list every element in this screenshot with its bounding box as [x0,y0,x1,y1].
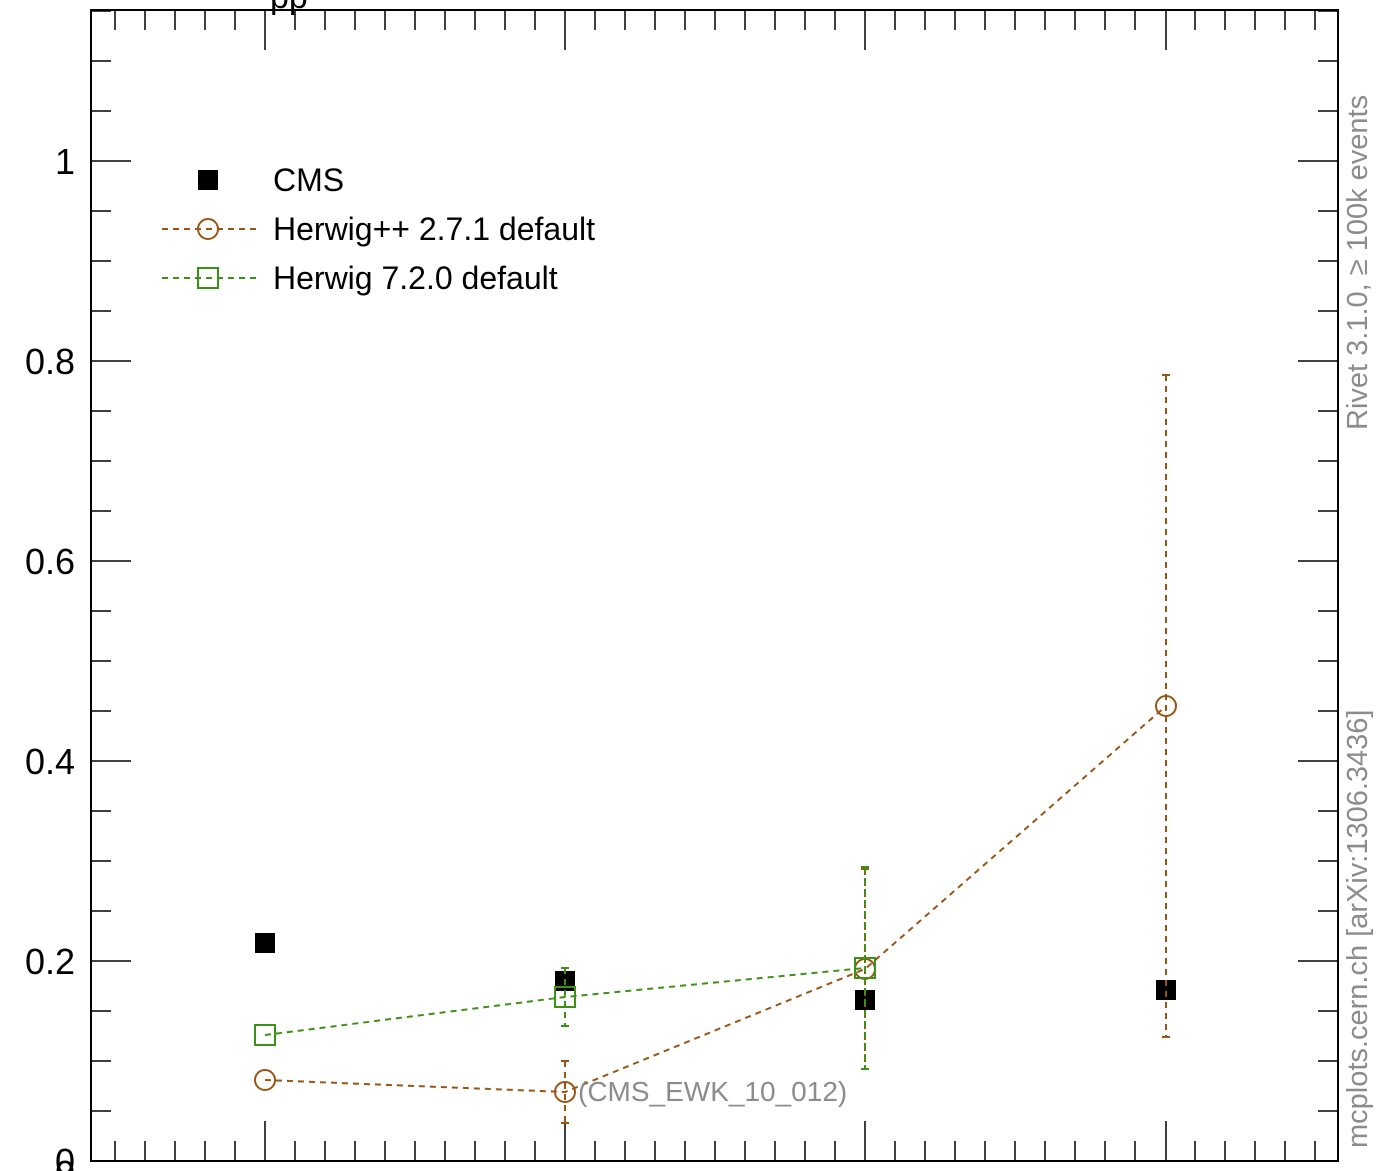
rivet-version-label: Rivet 3.1.0, ≥ 100k events [1342,94,1374,430]
y-tick-label: 0.2 [25,941,75,982]
data-point [1155,695,1177,717]
data-point [554,1081,576,1103]
series-line [264,967,866,1036]
analysis-id-label: (CMS_EWK_10_012) [578,1076,847,1107]
y-tick-label: 0.8 [25,341,75,382]
annotation: (CMS_EWK_10_012) [578,1076,847,1107]
y-tick-labels: 00.20.40.60.810 [25,141,75,1171]
axis-ticks [91,10,1338,1162]
data-point [255,933,275,953]
y-tick-label-zero: 0 [55,1153,75,1171]
data-point [1156,980,1176,1000]
data-point [254,1069,276,1091]
mcplots-source-label: mcplots.cern.ch [arXiv:1306.3436] [1342,709,1374,1148]
chart-title: pp [270,0,308,17]
y-tick-label: 0.4 [25,741,75,782]
series-herwig-7-2-0-default [254,866,876,1070]
y-tick-label: 0 [55,1141,75,1171]
series-cms [255,933,1176,1010]
legend-marker [197,267,219,289]
legend-marker [198,170,218,190]
y-tick-label: 1 [55,141,75,182]
data-series [254,374,1177,1124]
series-herwig-2-7-1-default [254,374,1177,1124]
legend-label: Herwig++ 2.7.1 default [273,211,595,247]
series-line [264,705,1167,1094]
data-point [254,1024,276,1046]
legend: CMS Herwig++ 2.7.1 default Herwig 7.2.0 de… [162,162,595,296]
y-tick-label: 0.6 [25,541,75,582]
data-point [554,986,576,1008]
legend-label: CMS [273,162,344,198]
legend-marker [197,218,219,240]
data-point [854,957,876,979]
legend-label: Herwig 7.2.0 default [273,260,558,296]
